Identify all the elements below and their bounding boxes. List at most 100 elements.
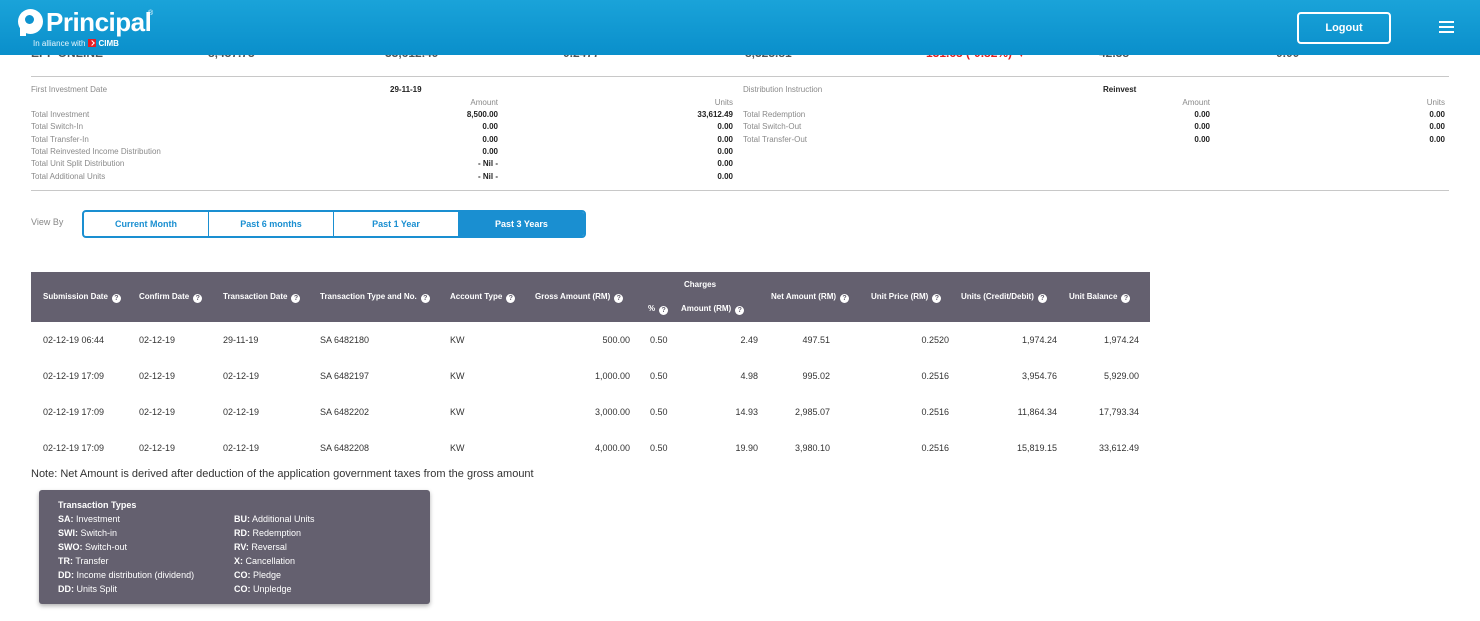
cell-transaction-type: SA 6482180	[320, 335, 370, 345]
cell-units: 3,954.76	[1021, 371, 1057, 381]
summary-units: 0.00	[1429, 122, 1445, 131]
view-by-past-3-years[interactable]: Past 3 Years	[459, 212, 584, 236]
distribution-instruction-label: Distribution Instruction	[743, 85, 823, 94]
summary-label: Total Unit Split Distribution	[31, 159, 125, 168]
column-header-unit-price[interactable]: Unit Price (RM)?	[871, 292, 942, 303]
summary-units: 33,612.49	[697, 110, 733, 119]
legend-item: DD: Income distribution (dividend)	[58, 570, 195, 580]
cell-units: 11,864.34	[1017, 407, 1057, 417]
cell-units: 1,974.24	[1021, 335, 1057, 345]
summary-amount: 8,500.00	[466, 110, 498, 119]
cell-charges-amount: 19.90	[735, 443, 758, 453]
cell-transaction-date: 02-12-19	[223, 443, 260, 453]
question-circle-icon[interactable]: ?	[614, 294, 624, 303]
view-by-current-month[interactable]: Current Month	[84, 212, 209, 236]
cell-account-type: KW	[450, 443, 465, 453]
amount-header: Amount	[470, 98, 498, 107]
view-by-past-6-months[interactable]: Past 6 months	[209, 212, 334, 236]
summary-units: 0.00	[717, 135, 733, 144]
view-by-label: View By	[31, 217, 64, 227]
cimb-logo-icon	[88, 39, 97, 47]
column-header-charges: Charges	[684, 280, 717, 289]
summary-amount: - Nil -	[478, 159, 498, 168]
question-circle-icon[interactable]: ?	[840, 294, 850, 303]
legend-item: BU: Additional Units	[234, 514, 315, 524]
column-header-charges-amount[interactable]: Amount (RM)?	[681, 304, 745, 315]
legend-item: SWO: Switch-out	[58, 542, 128, 552]
transactions-table-header: Submission Date? Confirm Date? Transacti…	[31, 272, 1150, 322]
cell-confirm-date: 02-12-19	[139, 371, 176, 381]
logout-button[interactable]: Logout	[1297, 12, 1391, 44]
cell-confirm-date: 02-12-19	[139, 443, 176, 453]
question-circle-icon[interactable]: ?	[1037, 294, 1047, 303]
cell-account-type: KW	[450, 371, 465, 381]
summary-label: Total Switch-Out	[743, 122, 802, 131]
cell-net-amount: 2,985.07	[794, 407, 830, 417]
cell-charges-amount: 2.49	[740, 335, 758, 345]
summary-amount: 0.00	[482, 135, 498, 144]
column-header-submission-date[interactable]: Submission Date?	[43, 292, 121, 303]
column-header-charges-percent[interactable]: %?	[648, 304, 669, 315]
units-header: Units	[1426, 98, 1445, 107]
cell-gross-amount: 500.00	[602, 335, 630, 345]
question-circle-icon[interactable]: ?	[291, 294, 301, 303]
summary-amount: - Nil -	[478, 172, 498, 181]
summary-label: Total Transfer-Out	[743, 135, 808, 144]
cell-transaction-type: SA 6482197	[320, 371, 370, 381]
column-header-transaction-date[interactable]: Transaction Date?	[223, 292, 301, 303]
summary-label: Total Switch-In	[31, 122, 84, 131]
question-circle-icon[interactable]: ?	[1121, 294, 1131, 303]
question-circle-icon[interactable]: ?	[932, 294, 942, 303]
cell-submission-date: 02-12-19 17:09	[43, 443, 105, 453]
legend-item: X: Cancellation	[234, 556, 296, 566]
cell-transaction-type: SA 6482202	[320, 407, 370, 417]
legend-item: TR: Transfer	[58, 556, 109, 566]
legend-item: CO: Pledge	[234, 570, 282, 580]
legend-item: RV: Reversal	[234, 542, 287, 552]
summary-units: 0.00	[717, 147, 733, 156]
cell-unit-balance: 5,929.00	[1103, 371, 1139, 381]
first-investment-label: First Investment Date	[31, 85, 108, 94]
column-header-confirm-date[interactable]: Confirm Date?	[139, 292, 203, 303]
cell-unit-price: 0.2516	[921, 371, 949, 381]
question-circle-icon[interactable]: ?	[111, 294, 121, 303]
cell-submission-date: 02-12-19 17:09	[43, 371, 105, 381]
column-header-net-amount[interactable]: Net Amount (RM)?	[771, 292, 850, 303]
cell-unit-balance: 33,612.49	[1098, 443, 1139, 453]
summary-units: 0.00	[717, 159, 733, 168]
column-header-gross-amount[interactable]: Gross Amount (RM)?	[535, 292, 624, 303]
summary-label: Total Redemption	[743, 110, 806, 119]
cell-gross-amount: 1,000.00	[594, 371, 630, 381]
units-header: Units	[714, 98, 733, 107]
summary-label: Total Reinvested Income Distribution	[31, 147, 161, 156]
summary-amount: 0.00	[482, 147, 498, 156]
principal-logo[interactable]: Principal ® In alliance with CIMB	[18, 7, 158, 51]
cell-unit-price: 0.2516	[921, 407, 949, 417]
registered-mark: ®	[148, 10, 154, 17]
column-header-transaction-type[interactable]: Transaction Type and No.?	[320, 292, 430, 303]
cell-transaction-date: 29-11-19	[223, 335, 259, 345]
question-circle-icon[interactable]: ?	[735, 306, 745, 315]
cell-account-type: KW	[450, 335, 465, 345]
legend-item: SA: Investment	[58, 514, 121, 524]
cell-charges-percent: 0.50	[650, 407, 668, 417]
column-header-units[interactable]: Units (Credit/Debit)?	[961, 292, 1047, 303]
view-by-past-1-year[interactable]: Past 1 Year	[334, 212, 459, 236]
alliance-text: In alliance with	[33, 39, 86, 48]
column-header-unit-balance[interactable]: Unit Balance?	[1069, 292, 1131, 303]
question-circle-icon[interactable]: ?	[659, 306, 669, 315]
view-by-toggle: Current Month Past 6 months Past 1 Year …	[82, 210, 586, 238]
cell-confirm-date: 02-12-19	[139, 407, 176, 417]
question-circle-icon[interactable]: ?	[420, 294, 430, 303]
partner-name: CIMB	[98, 39, 119, 48]
amount-header: Amount	[1182, 98, 1210, 107]
hamburger-menu-icon[interactable]	[1439, 21, 1454, 34]
cell-account-type: KW	[450, 407, 465, 417]
summary-units: 0.00	[717, 172, 733, 181]
legend-item: CO: Unpledge	[234, 584, 292, 594]
legend-item: RD: Redemption	[234, 528, 302, 538]
column-header-account-type[interactable]: Account Type?	[450, 292, 516, 303]
summary-label: Total Additional Units	[31, 172, 106, 181]
question-circle-icon[interactable]: ?	[193, 294, 203, 303]
question-circle-icon[interactable]: ?	[506, 294, 516, 303]
